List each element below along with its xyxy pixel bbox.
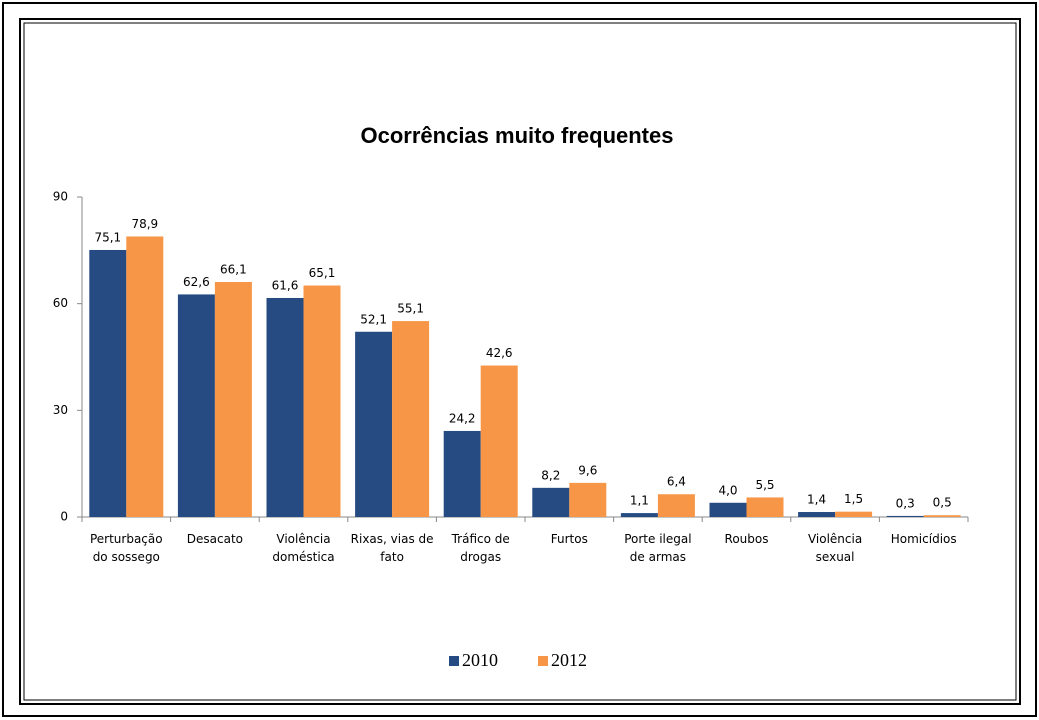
x-tick-label: Rixas, vias de fato [351, 532, 434, 564]
bar [214, 281, 252, 517]
bar [746, 497, 784, 517]
x-tick-label-line: do sossego [93, 550, 160, 564]
data-label: 78,9 [131, 217, 158, 231]
legend-label: 2010 [462, 650, 498, 670]
x-tick-label: Roubos [725, 532, 769, 546]
legend-swatch [449, 656, 459, 666]
data-label: 62,6 [183, 275, 210, 289]
inner-border [23, 22, 1017, 701]
data-label: 9,6 [578, 463, 597, 477]
bar [798, 512, 836, 517]
data-label: 5,5 [755, 478, 774, 492]
bar [923, 515, 961, 517]
bar [266, 297, 304, 517]
x-tick-label: Tráfico de drogas [451, 532, 510, 564]
data-label: 42,6 [486, 346, 513, 360]
data-label: 8,2 [541, 468, 560, 482]
x-tick-label-line: doméstica [272, 550, 334, 564]
bar [657, 494, 695, 517]
y-tick-label: 30 [53, 403, 68, 417]
data-label: 1,1 [630, 494, 649, 508]
bar [709, 502, 747, 517]
bar [355, 331, 393, 517]
x-tick-label-line: Desacato [187, 532, 243, 546]
legend-label: 2012 [551, 650, 587, 670]
x-tick-label-line: Furtos [551, 532, 588, 546]
data-label: 1,4 [807, 493, 826, 507]
bar [569, 482, 607, 517]
data-label: 0,5 [933, 496, 952, 510]
bar [532, 487, 570, 517]
bar [89, 249, 127, 517]
data-label: 55,1 [397, 302, 424, 316]
x-tick-label-line: Roubos [725, 532, 769, 546]
x-tick-label-line: drogas [460, 550, 501, 564]
bar [620, 513, 658, 517]
x-tick-label: Violência sexual [808, 532, 862, 564]
x-tick-label-line: Violência [808, 532, 862, 546]
x-tick-label-line: sexual [816, 550, 855, 564]
y-tick-label: 0 [60, 510, 68, 524]
data-label: 1,5 [844, 492, 863, 506]
bar [480, 365, 518, 517]
data-label: 0,3 [896, 496, 915, 510]
x-tick-label-line: de armas [630, 550, 686, 564]
x-tick-label: Perturbação do sossego [90, 532, 163, 564]
x-tick-label-line: Violência [276, 532, 330, 546]
data-label: 65,1 [309, 266, 336, 280]
data-label: 61,6 [272, 278, 299, 292]
x-tick-label-line: Tráfico de [451, 532, 510, 546]
data-label: 4,0 [718, 483, 737, 497]
y-tick-label: 60 [53, 296, 68, 310]
x-tick-label-line: Perturbação [90, 532, 163, 546]
x-tick-label-line: Porte ilegal [624, 532, 691, 546]
bar [126, 236, 164, 517]
x-tick-label-line: fato [380, 550, 404, 564]
x-tick-label: Desacato [187, 532, 243, 546]
bar [177, 294, 215, 517]
x-tick-label: Furtos [551, 532, 588, 546]
data-label: 24,2 [449, 411, 476, 425]
y-tick-label: 90 [53, 190, 68, 204]
bar [835, 511, 873, 517]
bar [886, 515, 924, 517]
bar [392, 321, 430, 517]
x-tick-label: Porte ilegal de armas [624, 532, 691, 564]
data-label: 75,1 [94, 230, 121, 244]
data-label: 6,4 [667, 475, 686, 489]
inner-border [19, 18, 1021, 705]
x-tick-label-line: Rixas, vias de [351, 532, 434, 546]
legend-swatch [538, 656, 548, 666]
data-label: 66,1 [220, 262, 247, 276]
bar [303, 285, 341, 517]
chart-title: Ocorrências muito frequentes [361, 123, 674, 148]
data-label: 52,1 [360, 312, 387, 326]
x-tick-label-line: Homicídios [891, 532, 957, 546]
bar [443, 430, 481, 517]
x-tick-label: Homicídios [891, 532, 957, 546]
x-tick-label: Violência doméstica [272, 532, 334, 564]
